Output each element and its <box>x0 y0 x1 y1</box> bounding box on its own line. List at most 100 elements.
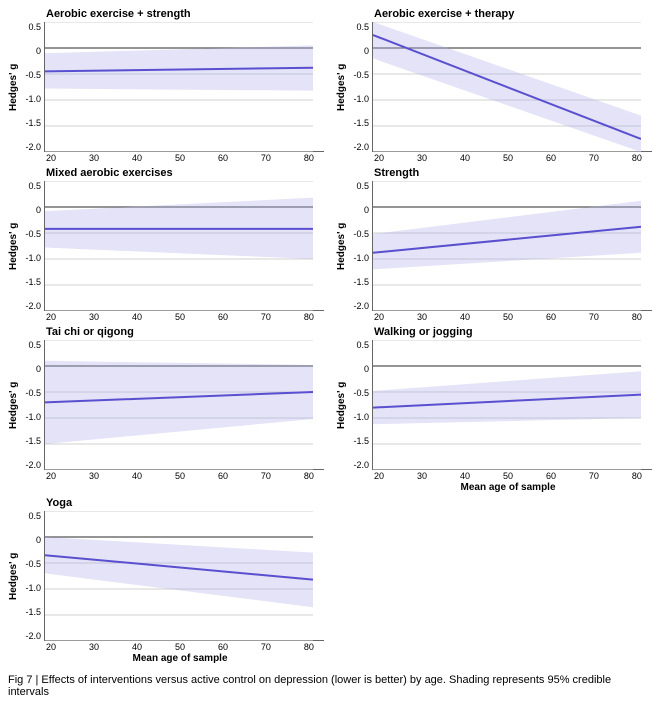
y-tick-label: 0.5 <box>350 181 369 191</box>
x-ticks: 20304050607080 <box>46 311 314 322</box>
y-tick-label: 0 <box>350 46 369 56</box>
x-tick-label: 70 <box>589 153 599 163</box>
plot-area <box>44 340 324 470</box>
x-ticks: 20304050607080 <box>46 470 314 481</box>
x-tick-label: 50 <box>175 642 185 652</box>
plot-area <box>44 181 324 311</box>
x-tick-label: 20 <box>374 312 384 322</box>
plot-area <box>372 181 652 311</box>
panel-grid: Aerobic exercise + strengthHedges' g0.50… <box>8 8 652 664</box>
y-tick-label: -1.0 <box>22 253 41 263</box>
y-tick-label: -0.5 <box>22 559 41 569</box>
plot-area <box>44 511 324 641</box>
y-ticks: 0.50-0.5-1.0-1.5-2.0 <box>350 340 372 470</box>
y-tick-label: -1.0 <box>22 412 41 422</box>
y-tick-label: 0 <box>22 364 41 374</box>
y-tick-label: 0.5 <box>22 340 41 350</box>
x-tick-label: 40 <box>460 471 470 481</box>
x-tick-label: 60 <box>218 642 228 652</box>
x-tick-label: 60 <box>546 471 556 481</box>
y-ticks: 0.50-0.5-1.0-1.5-2.0 <box>22 22 44 152</box>
x-tick-label: 30 <box>89 642 99 652</box>
x-tick-label: 80 <box>632 153 642 163</box>
y-axis-label: Hedges' g <box>336 181 350 311</box>
x-tick-label: 70 <box>261 153 271 163</box>
x-ticks: 20304050607080 <box>374 311 642 322</box>
x-tick-label: 20 <box>46 153 56 163</box>
confidence-band <box>373 371 641 424</box>
y-ticks: 0.50-0.5-1.0-1.5-2.0 <box>22 511 44 641</box>
y-tick-label: -0.5 <box>350 70 369 80</box>
y-ticks: 0.50-0.5-1.0-1.5-2.0 <box>350 181 372 311</box>
y-tick-label: 0 <box>350 364 369 374</box>
y-tick-label: -1.5 <box>350 118 369 128</box>
chart-panel: Mixed aerobic exercisesHedges' g0.50-0.5… <box>8 167 324 322</box>
x-tick-label: 80 <box>304 153 314 163</box>
y-tick-label: -0.5 <box>22 388 41 398</box>
y-tick-label: -2.0 <box>350 142 369 152</box>
x-ticks: 20304050607080 <box>374 152 642 163</box>
x-tick-label: 60 <box>218 471 228 481</box>
x-axis-label: Mean age of sample <box>46 653 314 664</box>
x-tick-label: 70 <box>589 312 599 322</box>
y-tick-label: -2.0 <box>22 142 41 152</box>
x-tick-label: 50 <box>503 471 513 481</box>
chart-panel: Aerobic exercise + strengthHedges' g0.50… <box>8 8 324 163</box>
x-tick-label: 50 <box>175 471 185 481</box>
x-tick-label: 30 <box>89 153 99 163</box>
figure-caption: Fig 7 | Effects of interventions versus … <box>8 674 652 698</box>
x-tick-label: 70 <box>589 471 599 481</box>
x-tick-label: 50 <box>503 153 513 163</box>
y-axis-label: Hedges' g <box>336 22 350 152</box>
y-tick-label: -0.5 <box>22 229 41 239</box>
x-tick-label: 60 <box>218 153 228 163</box>
x-tick-label: 60 <box>218 312 228 322</box>
x-tick-label: 20 <box>374 153 384 163</box>
y-axis-label: Hedges' g <box>336 340 350 470</box>
x-tick-label: 80 <box>304 471 314 481</box>
x-axis-label: Mean age of sample <box>374 482 642 493</box>
y-ticks: 0.50-0.5-1.0-1.5-2.0 <box>350 22 372 152</box>
y-axis-label: Hedges' g <box>8 22 22 152</box>
y-tick-label: -1.5 <box>22 118 41 128</box>
y-tick-label: -2.0 <box>22 631 41 641</box>
x-tick-label: 30 <box>89 312 99 322</box>
panel-title: Strength <box>374 167 652 179</box>
plot-area <box>44 22 324 152</box>
x-tick-label: 60 <box>546 312 556 322</box>
chart-panel: Strength Hedges' g0.50-0.5-1.0-1.5-2.020 3… <box>336 167 652 322</box>
x-tick-label: 80 <box>304 312 314 322</box>
y-tick-label: -2.0 <box>350 460 369 470</box>
x-ticks: 20304050607080 <box>46 641 314 652</box>
y-ticks: 0.50-0.5-1.0-1.5-2.0 <box>22 340 44 470</box>
y-axis-label: Hedges' g <box>8 181 22 311</box>
y-axis-label: Hedges' g <box>8 511 22 641</box>
chart-panel: YogaHedges' g0.50-0.5-1.0-1.5-2.02030405… <box>8 497 324 664</box>
x-tick-label: 20 <box>46 471 56 481</box>
y-tick-label: 0.5 <box>22 181 41 191</box>
x-tick-label: 30 <box>417 312 427 322</box>
confidence-band <box>45 361 313 444</box>
y-ticks: 0.50-0.5-1.0-1.5-2.0 <box>22 181 44 311</box>
y-tick-label: 0.5 <box>22 511 41 521</box>
x-tick-label: 30 <box>89 471 99 481</box>
x-ticks: 20304050607080 <box>46 152 314 163</box>
plot-area <box>372 22 652 152</box>
chart-panel: Tai chi or qigongHedges' g0.50-0.5-1.0-1… <box>8 326 324 493</box>
x-tick-label: 50 <box>503 312 513 322</box>
x-tick-label: 70 <box>261 471 271 481</box>
x-tick-label: 50 <box>175 312 185 322</box>
chart-panel: Aerobic exercise + therapyHedges' g0.50-… <box>336 8 652 163</box>
x-tick-label: 80 <box>632 312 642 322</box>
y-tick-label: 0 <box>22 46 41 56</box>
plot-area <box>372 340 652 470</box>
x-tick-label: 80 <box>304 642 314 652</box>
y-tick-label: -1.5 <box>22 436 41 446</box>
y-tick-label: 0.5 <box>350 340 369 350</box>
y-tick-label: -2.0 <box>22 301 41 311</box>
x-tick-label: 50 <box>175 153 185 163</box>
panel-title: Walking or jogging <box>374 326 652 338</box>
x-tick-label: 20 <box>46 642 56 652</box>
y-tick-label: -2.0 <box>350 301 369 311</box>
panel-title: Aerobic exercise + therapy <box>374 8 652 20</box>
